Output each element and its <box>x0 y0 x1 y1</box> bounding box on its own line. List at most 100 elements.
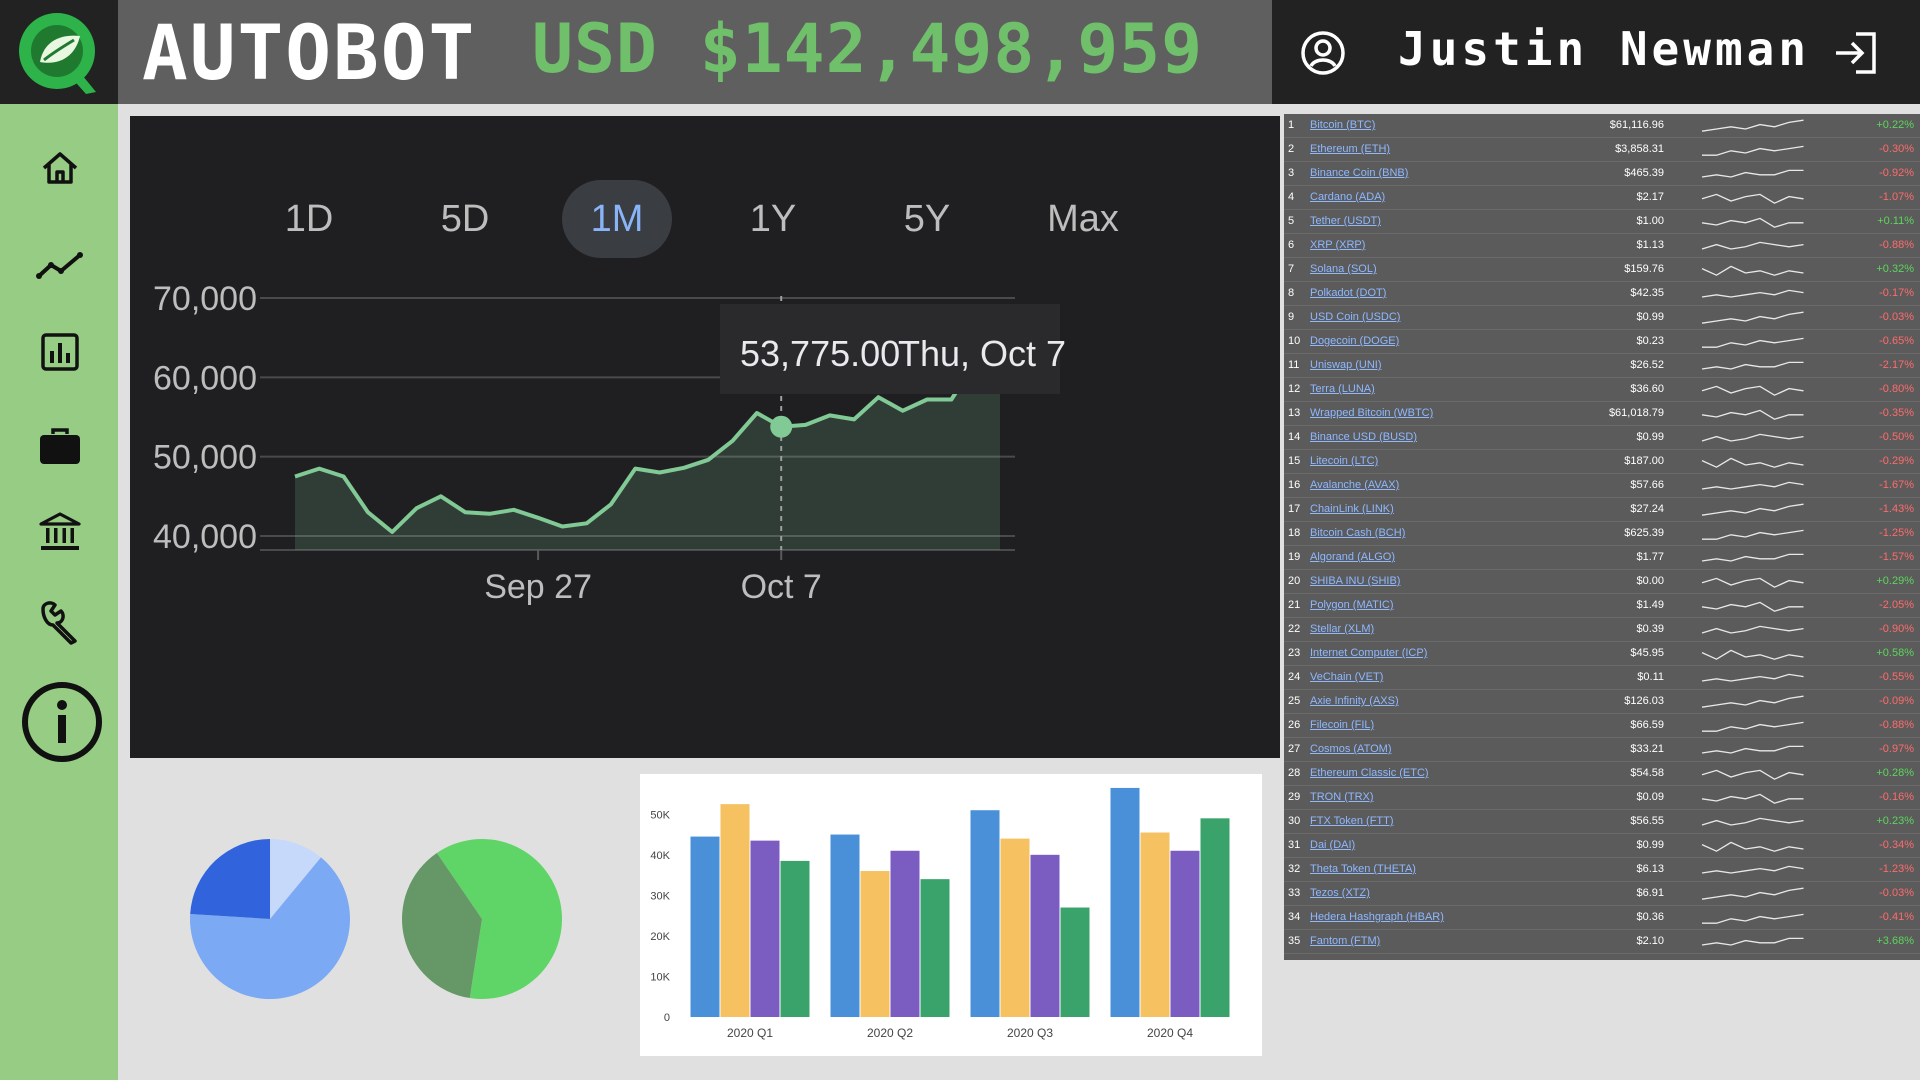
coin-name-link[interactable]: Cardano (ADA) <box>1310 191 1386 203</box>
table-row[interactable]: 30 FTX Token (FTT) $56.55 +0.23% <box>1284 810 1920 834</box>
coin-name-link[interactable]: Tether (USDT) <box>1310 215 1381 227</box>
sidebar-item-bank[interactable] <box>30 504 90 560</box>
sidebar-item-info[interactable] <box>20 680 104 764</box>
table-row[interactable]: 32 Theta Token (THETA) $6.13 -1.23% <box>1284 858 1920 882</box>
table-row[interactable]: 33 Tezos (XTZ) $6.91 -0.03% <box>1284 882 1920 906</box>
coin-name-link[interactable]: XRP (XRP) <box>1310 239 1366 251</box>
table-row[interactable]: 14 Binance USD (BUSD) $0.99 -0.50% <box>1284 426 1920 450</box>
coin-name-link[interactable]: FTX Token (FTT) <box>1310 815 1394 827</box>
allocation-pie-charts[interactable] <box>180 834 580 1004</box>
table-row[interactable]: 9 USD Coin (USDC) $0.99 -0.03% <box>1284 306 1920 330</box>
table-row[interactable]: 4 Cardano (ADA) $2.17 -1.07% <box>1284 186 1920 210</box>
coin-name-link[interactable]: Dogecoin (DOGE) <box>1310 335 1400 347</box>
sparkline-path <box>1701 385 1804 396</box>
coin-name-link[interactable]: Tezos (XTZ) <box>1310 887 1370 899</box>
table-row[interactable]: 2 Ethereum (ETH) $3,858.31 -0.30% <box>1284 138 1920 162</box>
sidebar-item-settings[interactable] <box>30 594 90 650</box>
table-row[interactable]: 7 Solana (SOL) $159.76 +0.32% <box>1284 258 1920 282</box>
coin-name-link[interactable]: Bitcoin (BTC) <box>1310 119 1376 131</box>
x-tick-label: Oct 7 <box>741 568 822 606</box>
user-profile-icon[interactable] <box>1300 30 1346 76</box>
table-row[interactable]: 23 Internet Computer (ICP) $45.95 +0.58% <box>1284 642 1920 666</box>
sidebar-item-home[interactable] <box>30 140 90 196</box>
coin-name-link[interactable]: Uniswap (UNI) <box>1310 359 1382 371</box>
coin-name-link[interactable]: Axie Infinity (AXS) <box>1310 695 1399 707</box>
coin-name-link[interactable]: Binance Coin (BNB) <box>1310 167 1409 179</box>
table-row[interactable]: 17 ChainLink (LINK) $27.24 -1.43% <box>1284 498 1920 522</box>
table-row[interactable]: 8 Polkadot (DOT) $42.35 -0.17% <box>1284 282 1920 306</box>
sidebar-item-trends[interactable] <box>30 238 90 294</box>
table-row[interactable]: 29 TRON (TRX) $0.09 -0.16% <box>1284 786 1920 810</box>
range-tab-1m[interactable]: 1M <box>562 180 672 258</box>
coin-name-link[interactable]: SHIBA INU (SHIB) <box>1310 575 1401 587</box>
table-row[interactable]: 18 Bitcoin Cash (BCH) $625.39 -1.25% <box>1284 522 1920 546</box>
sparkline <box>1701 865 1804 874</box>
coin-name-link[interactable]: Internet Computer (ICP) <box>1310 647 1428 659</box>
coin-name-link[interactable]: USD Coin (USDC) <box>1310 311 1401 323</box>
coin-name-link[interactable]: Hedera Hashgraph (HBAR) <box>1310 911 1444 923</box>
table-row[interactable]: 13 Wrapped Bitcoin (WBTC) $61,018.79 -0.35% <box>1284 402 1920 426</box>
table-row[interactable]: 26 Filecoin (FIL) $66.59 -0.88% <box>1284 714 1920 738</box>
table-row[interactable]: 25 Axie Infinity (AXS) $126.03 -0.09% <box>1284 690 1920 714</box>
coin-name-link[interactable]: Avalanche (AVAX) <box>1310 479 1400 491</box>
range-tab-1y[interactable]: 1Y <box>749 197 797 240</box>
range-tab-5d[interactable]: 5D <box>440 197 490 240</box>
table-row[interactable]: 20 SHIBA INU (SHIB) $0.00 +0.29% <box>1284 570 1920 594</box>
table-row[interactable]: 31 Dai (DAI) $0.99 -0.34% <box>1284 834 1920 858</box>
sidebar-item-analytics[interactable] <box>30 324 90 380</box>
table-row[interactable]: 1 Bitcoin (BTC) $61,116.96 +0.22% <box>1284 114 1920 138</box>
table-row[interactable]: 16 Avalanche (AVAX) $57.66 -1.67% <box>1284 474 1920 498</box>
table-row[interactable]: 34 Hedera Hashgraph (HBAR) $0.36 -0.41% <box>1284 906 1920 930</box>
table-row[interactable]: 24 VeChain (VET) $0.11 -0.55% <box>1284 666 1920 690</box>
logo[interactable] <box>0 0 118 104</box>
coin-price: $61,018.79 <box>1608 407 1664 419</box>
table-row[interactable]: 35 Fantom (FTM) $2.10 +3.68% <box>1284 930 1920 954</box>
table-row[interactable]: 22 Stellar (XLM) $0.39 -0.90% <box>1284 618 1920 642</box>
table-row[interactable]: 5 Tether (USDT) $1.00 +0.11% <box>1284 210 1920 234</box>
table-row[interactable]: 21 Polygon (MATIC) $1.49 -2.05% <box>1284 594 1920 618</box>
range-tab-max[interactable]: Max <box>1047 197 1119 240</box>
sparkline-path <box>1702 145 1804 156</box>
coin-name-link[interactable]: Fantom (FTM) <box>1310 935 1381 947</box>
coin-name-link[interactable]: Wrapped Bitcoin (WBTC) <box>1310 407 1434 419</box>
table-row[interactable]: 10 Dogecoin (DOGE) $0.23 -0.65% <box>1284 330 1920 354</box>
coin-name-link[interactable]: Theta Token (THETA) <box>1310 863 1416 875</box>
coin-name-link[interactable]: Polygon (MATIC) <box>1310 599 1394 611</box>
coin-name-link[interactable]: VeChain (VET) <box>1310 671 1384 683</box>
table-row[interactable]: 12 Terra (LUNA) $36.60 -0.80% <box>1284 378 1920 402</box>
bar-y-tick-label: 30K <box>650 890 670 902</box>
coin-name-link[interactable]: ChainLink (LINK) <box>1310 503 1394 515</box>
table-row[interactable]: 3 Binance Coin (BNB) $465.39 -0.92% <box>1284 162 1920 186</box>
coin-name-link[interactable]: TRON (TRX) <box>1310 791 1374 803</box>
quarterly-bar-chart[interactable]: 50K 40K 30K 20K 10K 0 2020 Q1 2020 Q2 2020 Q3 202… <box>640 774 1262 1056</box>
coin-name-link[interactable]: Terra (LUNA) <box>1310 383 1375 395</box>
coin-name-link[interactable]: Litecoin (LTC) <box>1310 455 1379 467</box>
table-row[interactable]: 19 Algorand (ALGO) $1.77 -1.57% <box>1284 546 1920 570</box>
sparkline-path <box>1702 337 1804 348</box>
coin-change: +0.32% <box>1876 263 1914 275</box>
coin-name-link[interactable]: Stellar (XLM) <box>1310 623 1375 635</box>
table-row[interactable]: 6 XRP (XRP) $1.13 -0.88% <box>1284 234 1920 258</box>
logout-icon[interactable] <box>1832 30 1880 76</box>
sidebar-item-portfolio[interactable] <box>30 418 90 474</box>
range-tab-5y[interactable]: 5Y <box>903 197 951 240</box>
coin-name-link[interactable]: Dai (DAI) <box>1310 839 1356 851</box>
table-row[interactable]: 28 Ethereum Classic (ETC) $54.58 +0.28% <box>1284 762 1920 786</box>
table-row[interactable]: 15 Litecoin (LTC) $187.00 -0.29% <box>1284 450 1920 474</box>
coin-name-link[interactable]: Polkadot (DOT) <box>1310 287 1387 299</box>
coin-name-link[interactable]: Ethereum (ETH) <box>1310 143 1391 155</box>
coin-name-link[interactable]: Bitcoin Cash (BCH) <box>1310 527 1406 539</box>
price-line-chart[interactable]: 70,000 60,000 50,000 40,000 Sep 27 Oct 7 53,7… <box>130 116 1280 758</box>
user-name[interactable]: Justin Newman <box>1398 22 1811 76</box>
coin-name-link[interactable]: Ethereum Classic (ETC) <box>1310 767 1429 779</box>
table-row[interactable]: 27 Cosmos (ATOM) $33.21 -0.97% <box>1284 738 1920 762</box>
table-row[interactable]: 11 Uniswap (UNI) $26.52 -2.17% <box>1284 354 1920 378</box>
coin-price: $0.99 <box>1636 839 1664 851</box>
coin-name-link[interactable]: Algorand (ALGO) <box>1310 551 1395 563</box>
coin-name-link[interactable]: Filecoin (FIL) <box>1310 719 1375 731</box>
coin-name-link[interactable]: Cosmos (ATOM) <box>1310 743 1392 755</box>
coin-name-link[interactable]: Solana (SOL) <box>1310 263 1377 275</box>
coin-name-link[interactable]: Binance USD (BUSD) <box>1310 431 1417 443</box>
range-tab-1d[interactable]: 1D <box>284 197 334 240</box>
price-line <box>294 359 1001 534</box>
